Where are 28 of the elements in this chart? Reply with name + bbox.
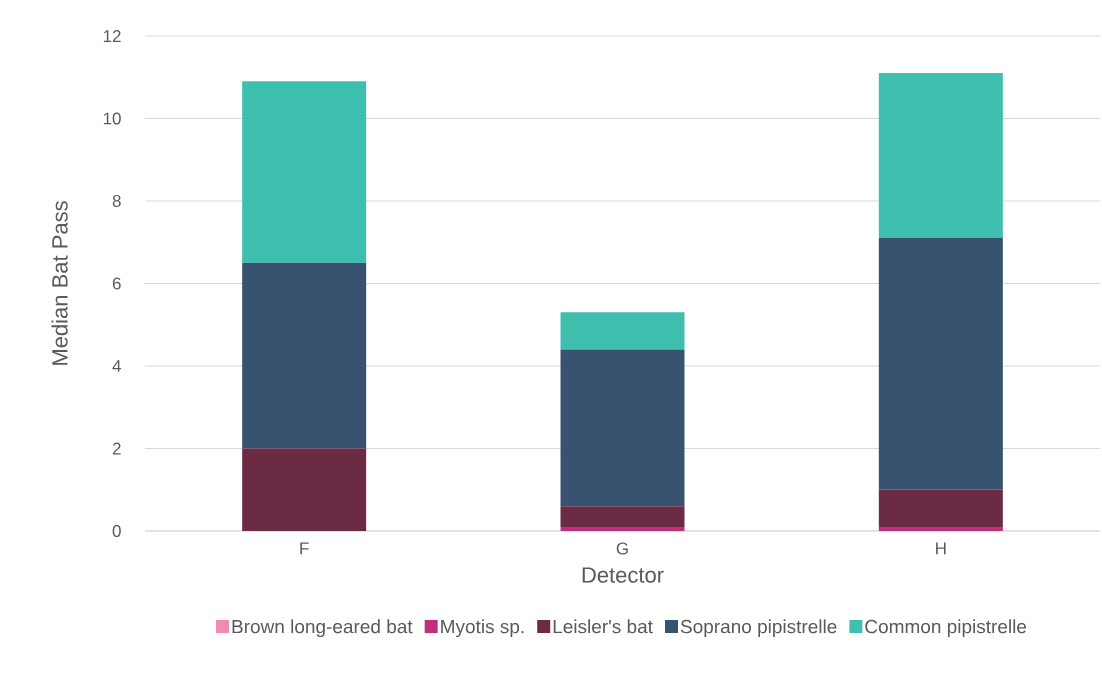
bar	[878, 238, 1003, 490]
x-axis-title: Detector	[582, 567, 664, 583]
bar	[560, 526, 685, 531]
y-tick-label: 6	[112, 277, 121, 290]
y-tick-label: 8	[112, 194, 121, 208]
y-tick-label: 10	[103, 112, 121, 125]
bar	[560, 349, 685, 507]
bar	[560, 506, 685, 527]
bar	[242, 262, 367, 449]
y-tick-label: 2	[112, 442, 121, 455]
legend-label: Brown long-eared bat	[232, 619, 413, 638]
legend-label: Soprano pipistrelle	[680, 619, 837, 638]
bar	[242, 81, 367, 263]
bar	[878, 526, 1003, 531]
legend-label: Leisler's bat	[553, 619, 653, 634]
x-tick-label: F	[300, 542, 309, 555]
bar	[242, 448, 367, 531]
x-tick-label: G	[616, 542, 628, 555]
y-axis-title: Median Bat Pass	[51, 201, 68, 365]
legend-label: Myotis sp.	[441, 619, 524, 638]
y-tick-label: 12	[103, 30, 121, 42]
bar	[878, 489, 1003, 527]
legend-label: Common pipistrelle	[865, 619, 1027, 638]
bar	[878, 73, 1003, 239]
x-tick-label: H	[936, 542, 946, 555]
y-tick-label: 4	[112, 360, 121, 372]
bar	[560, 312, 685, 350]
y-tick-label: 0	[112, 524, 121, 538]
